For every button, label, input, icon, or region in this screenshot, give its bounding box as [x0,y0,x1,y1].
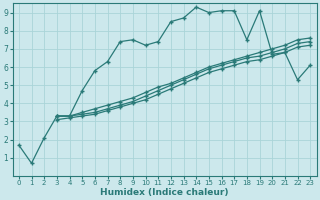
X-axis label: Humidex (Indice chaleur): Humidex (Indice chaleur) [100,188,229,197]
